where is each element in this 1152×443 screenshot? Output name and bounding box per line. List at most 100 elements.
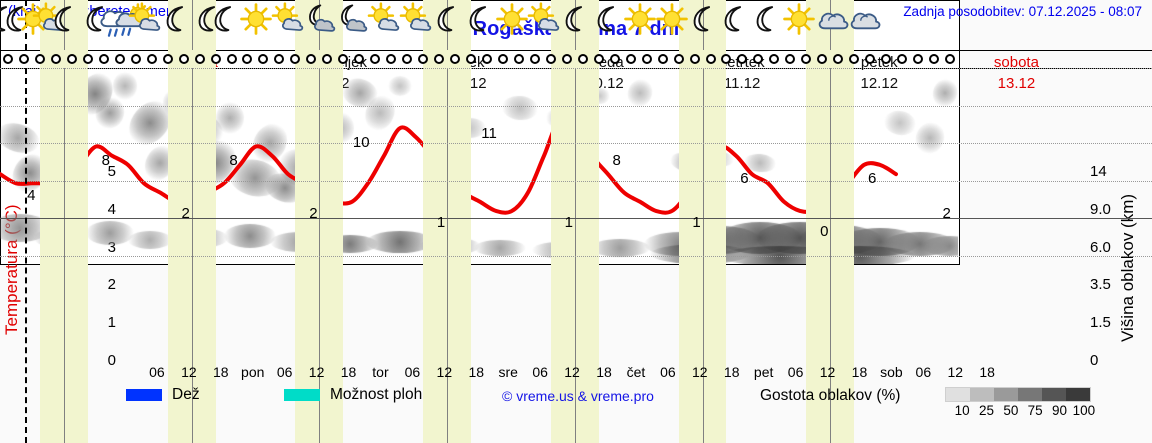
x-tick-label: pet <box>753 364 774 380</box>
day-separator <box>63 68 65 443</box>
moon-cloud-icon <box>335 2 369 46</box>
last-update-timestamp: Zadnja posodobitev: 07.12.2025 - 08:07 <box>903 4 1142 19</box>
day-date: 13.12 <box>997 74 1036 92</box>
sun-cloud-icon <box>271 2 305 46</box>
precip-tick-label: 2 <box>107 276 116 294</box>
day-header-sobota: sobota 13.12 <box>948 52 1085 96</box>
cloud-density-legend-label: Gostota oblakov (%) <box>760 387 901 404</box>
day-separator <box>447 0 449 50</box>
hour-marker <box>34 54 45 64</box>
hour-marker <box>737 54 748 64</box>
hour-marker <box>386 54 397 64</box>
cloud-density-tick-label: 75 <box>1027 403 1043 418</box>
x-tick-label: 18 <box>596 364 612 380</box>
moon-icon <box>208 2 242 46</box>
temperature-value-label: 8 <box>229 152 238 170</box>
x-tick-label: 18 <box>468 364 485 380</box>
temperature-value-label: 2 <box>181 205 190 223</box>
hour-marker <box>673 54 684 64</box>
gridline <box>0 68 1152 69</box>
hour-marker <box>50 54 61 64</box>
hour-marker <box>657 54 668 64</box>
daylight-band <box>678 68 727 443</box>
sun-icon <box>495 2 529 46</box>
x-tick-label: 12 <box>181 364 197 380</box>
day-separator <box>702 0 704 50</box>
day-separator <box>702 68 704 443</box>
hour-marker <box>897 54 908 64</box>
hour-marker <box>513 54 524 64</box>
hour-marker <box>2 54 13 64</box>
hour-marker <box>641 54 652 64</box>
hour-marker <box>18 54 29 64</box>
hour-marker <box>913 54 924 64</box>
cloud-icon <box>814 2 849 46</box>
hour-marker <box>625 54 636 64</box>
temperature-value-label: 4 <box>27 186 36 204</box>
hour-marker <box>242 54 253 64</box>
x-tick-label: pon <box>241 364 265 380</box>
cloud-density-swatch <box>970 388 994 401</box>
cloud-density-swatch <box>946 388 970 401</box>
x-tick-label: tor <box>372 364 389 380</box>
cloud-tick-label: 6.0 <box>1090 238 1111 256</box>
daylight-band <box>167 50 216 68</box>
temperature-value-label: 0 <box>820 223 829 241</box>
hour-marker <box>322 54 333 64</box>
graph-area: 4 8 2 8 2 10 1 11 1 8 1 6 0 6 2 <box>0 68 1152 443</box>
hour-marker <box>929 54 940 64</box>
daylight-band <box>423 50 471 68</box>
hour-marker <box>338 54 349 64</box>
x-tick-label: 18 <box>340 364 357 380</box>
x-tick-label: 12 <box>947 364 964 380</box>
x-tick-label: 12 <box>564 364 580 380</box>
hour-marker <box>354 54 365 64</box>
cloud-density-layer <box>0 68 958 264</box>
hour-marker <box>178 54 189 64</box>
hour-marker <box>833 54 844 64</box>
day-name: sobota <box>993 54 1039 71</box>
x-tick-label: 06 <box>149 364 165 380</box>
sun-icon <box>623 2 657 46</box>
cloud-tick-label: 9.0 <box>1090 200 1111 218</box>
moon-icon <box>48 2 82 46</box>
temperature-value-label: 8 <box>101 152 110 170</box>
rain-legend-swatch <box>126 389 162 401</box>
moon-icon <box>80 2 114 46</box>
hour-marker <box>577 54 588 64</box>
weather-icon-strip <box>0 0 1152 51</box>
x-tick-label: 06 <box>787 364 804 380</box>
cloud-density-ramp-labels: 10 25 50 75 90 100 <box>940 403 1098 421</box>
day-separator <box>63 0 65 50</box>
hour-marker <box>769 54 780 64</box>
x-tick-label: 12 <box>819 364 836 380</box>
hour-marker <box>817 54 828 64</box>
sun-cloud-icon <box>128 2 162 46</box>
hour-marker <box>162 54 173 64</box>
hour-marker <box>593 54 604 64</box>
temperature-value-label: 10 <box>352 133 370 151</box>
daylight-band <box>678 50 727 68</box>
x-tick-label: 06 <box>915 364 932 380</box>
moon-icon <box>718 2 752 46</box>
x-tick-label: 06 <box>660 364 676 380</box>
cloud-density-tick-label: 50 <box>1003 403 1019 418</box>
hour-marker <box>434 54 445 64</box>
temperature-value-label: 6 <box>868 170 877 188</box>
cloud-tick-label: 3.5 <box>1090 276 1111 294</box>
temperature-value-label: 2 <box>309 205 318 223</box>
sun-cloud-icon <box>367 2 401 46</box>
hour-marker <box>497 54 508 64</box>
x-tick-label: sob <box>880 364 903 380</box>
daylight-band <box>806 68 855 443</box>
hour-marker <box>98 54 109 64</box>
x-tick-label: 06 <box>532 364 548 380</box>
cloud-density-tick-label: 25 <box>978 403 995 418</box>
daylight-band <box>39 50 88 68</box>
chart-legend: Dež Možnost ploh © vreme.us & vreme.pro … <box>0 386 1152 426</box>
temperature-value-label: 1 <box>564 214 573 232</box>
hour-marker <box>226 54 237 64</box>
daylight-band <box>295 50 344 68</box>
cloud-tick-label: 1.5 <box>1090 314 1111 332</box>
